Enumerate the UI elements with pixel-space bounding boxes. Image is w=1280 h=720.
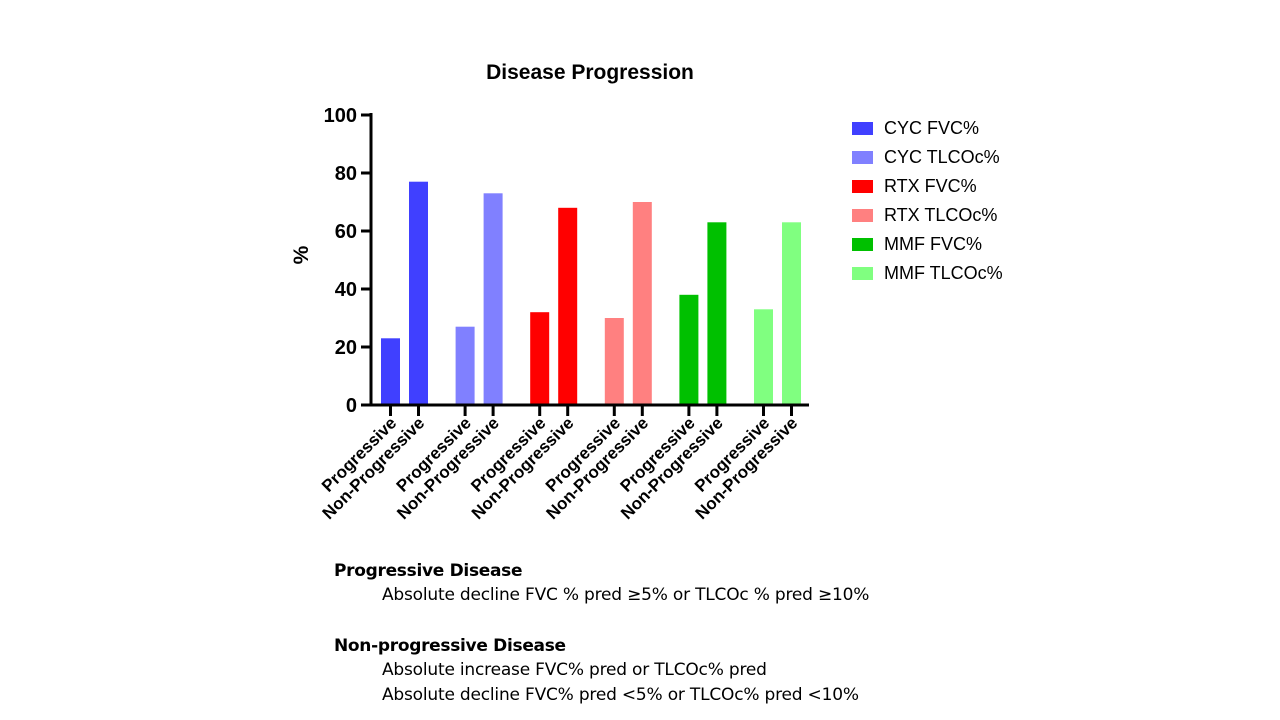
bar-chart: Disease Progression % 0 20 40 60 80 100 Progr… [290, 61, 1003, 523]
legend-swatch [852, 151, 873, 164]
y-tick-label: 40 [335, 279, 357, 301]
bar [483, 193, 503, 405]
bar [455, 326, 475, 405]
bar [409, 181, 428, 405]
progressive-definition: Absolute decline FVC % pred ≥5% or TLCOc… [382, 585, 870, 605]
legend-label: CYC TLCOc% [884, 147, 1000, 167]
progressive-heading: Progressive Disease [334, 561, 523, 581]
legend-swatch [852, 238, 873, 251]
bar [604, 318, 624, 405]
y-tick-label: 80 [335, 163, 357, 185]
legend-swatch [852, 122, 873, 135]
legend-swatch [852, 180, 873, 193]
y-tick-label: 100 [324, 105, 357, 127]
bar [707, 222, 727, 405]
legend-label: MMF FVC% [884, 234, 982, 254]
y-tick-label: 60 [335, 221, 357, 243]
y-tick-label: 20 [335, 337, 357, 359]
bar [558, 207, 578, 405]
x-axis-ticks: ProgressiveNon-ProgressiveProgressiveNon… [318, 405, 801, 523]
legend: CYC FVC% CYC TLCOc% RTX FVC% RTX TLCOc% MMF … [852, 118, 1003, 283]
y-tick-label: 0 [346, 395, 357, 417]
y-axis-ticks: 0 20 40 60 80 100 [324, 105, 371, 417]
chart-title: Disease Progression [486, 61, 694, 84]
bars [381, 181, 801, 405]
bar [754, 309, 773, 405]
legend-label: MMF TLCOc% [884, 263, 1003, 283]
legend-swatch [852, 267, 873, 280]
bar [381, 338, 400, 405]
legend-label: RTX TLCOc% [884, 205, 997, 225]
bar [679, 294, 699, 405]
bar [782, 222, 801, 405]
definitions-notes: Progressive Disease Absolute decline FVC… [334, 559, 869, 708]
non-progressive-heading: Non-progressive Disease [334, 636, 566, 656]
bar [530, 312, 550, 405]
non-progressive-definition-1: Absolute increase FVC% pred or TLCOc% pr… [382, 660, 767, 680]
legend-label: RTX FVC% [884, 176, 977, 196]
legend-swatch [852, 209, 873, 222]
bar [632, 202, 652, 405]
legend-label: CYC FVC% [884, 118, 979, 138]
y-axis-label: % [290, 245, 313, 264]
non-progressive-definition-2: Absolute decline FVC% pred <5% or TLCOc%… [382, 685, 859, 705]
